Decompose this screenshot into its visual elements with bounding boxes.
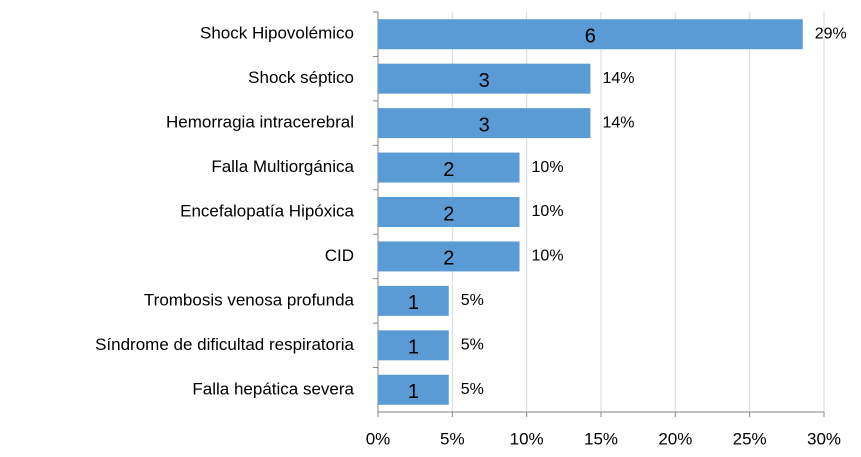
bar [378,285,449,316]
y-tick-label: Síndrome de dificultad respiratoria [95,335,354,354]
x-tick-label: 25% [733,429,767,448]
x-tick-label: 10% [510,429,544,448]
y-tick-label: Falla hepática severa [192,379,354,398]
x-tick-label: 15% [584,429,618,448]
value-label: 10% [532,248,564,265]
y-tick-label: Shock séptico [248,68,354,87]
bar-count-label: 2 [443,248,454,270]
y-tick-label: Encefalopatía Hipóxica [180,201,354,220]
x-tick-label: 30% [807,429,841,448]
y-tick-label: CID [325,246,354,265]
bar [378,152,520,183]
value-label: 10% [532,159,564,176]
value-label: 5% [461,337,484,354]
value-label: 29% [815,25,847,42]
value-label: 10% [532,203,564,220]
bar [378,197,520,227]
bar-count-label: 6 [585,26,596,48]
value-label: 5% [461,381,484,398]
bar-count-label: 3 [479,70,490,92]
y-tick-label: Shock Hipovolémico [200,24,354,43]
y-tick-label: Trombosis venosa profunda [144,290,355,309]
value-label: 14% [602,114,634,131]
bar [378,241,520,272]
bar [378,19,803,50]
bar-count-label: 2 [443,159,454,181]
bar-count-label: 2 [443,203,454,225]
x-tick-label: 5% [440,429,465,448]
bar-count-label: 1 [408,337,419,359]
bar [378,374,449,405]
bar-count-label: 3 [479,114,490,136]
bar [378,63,591,94]
value-label: 14% [602,70,634,87]
bar-count-label: 1 [408,381,419,403]
x-tick-label: 0% [366,429,391,448]
value-label: 5% [461,292,484,309]
bar [378,108,591,139]
bar-count-label: 1 [408,292,419,314]
y-tick-label: Falla Multiorgánica [211,157,354,176]
x-tick-label: 20% [658,429,692,448]
bar [378,330,449,361]
y-tick-label: Hemorragia intracerebral [166,113,354,132]
